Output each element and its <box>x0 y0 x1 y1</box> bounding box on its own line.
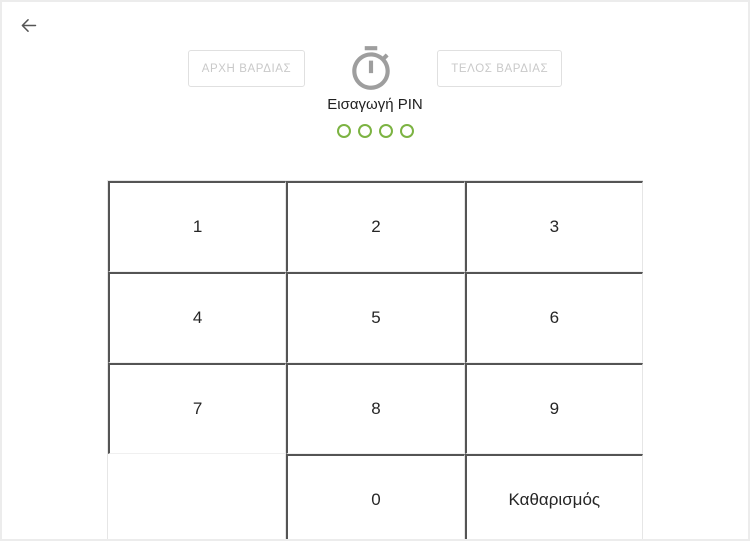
keypad-cell-empty <box>108 454 287 541</box>
pin-dot <box>336 124 351 138</box>
stopwatch-icon <box>346 44 396 94</box>
back-button[interactable] <box>15 12 41 38</box>
pin-keypad: 1 2 3 4 5 6 7 8 9 0 Καθαρισμός <box>107 180 643 541</box>
pin-dot <box>357 124 372 138</box>
keypad-key-6[interactable]: 6 <box>464 272 643 363</box>
keypad-key-0[interactable]: 0 <box>286 454 465 541</box>
keypad-key-8[interactable]: 8 <box>286 363 465 454</box>
shift-header: ΑΡΧΗ ΒΑΡΔΙΑΣ ΤΕΛΟΣ ΒΑΡΔΙΑΣ <box>0 43 750 94</box>
keypad-key-9[interactable]: 9 <box>464 363 643 454</box>
keypad-key-clear[interactable]: Καθαρισμός <box>464 454 643 541</box>
keypad-key-2[interactable]: 2 <box>286 181 465 272</box>
pin-dot <box>399 124 414 138</box>
arrow-left-icon <box>18 15 39 36</box>
keypad-key-7[interactable]: 7 <box>108 363 287 454</box>
keypad-key-5[interactable]: 5 <box>286 272 465 363</box>
start-shift-button[interactable]: ΑΡΧΗ ΒΑΡΔΙΑΣ <box>187 50 306 87</box>
keypad-key-3[interactable]: 3 <box>464 181 643 272</box>
keypad-key-4[interactable]: 4 <box>108 272 287 363</box>
pin-dot <box>378 124 393 138</box>
pin-prompt-label: Εισαγωγή PIN <box>327 96 423 113</box>
pin-dots <box>0 124 750 138</box>
end-shift-button[interactable]: ΤΕΛΟΣ ΒΑΡΔΙΑΣ <box>437 50 563 87</box>
keypad-key-1[interactable]: 1 <box>108 181 287 272</box>
